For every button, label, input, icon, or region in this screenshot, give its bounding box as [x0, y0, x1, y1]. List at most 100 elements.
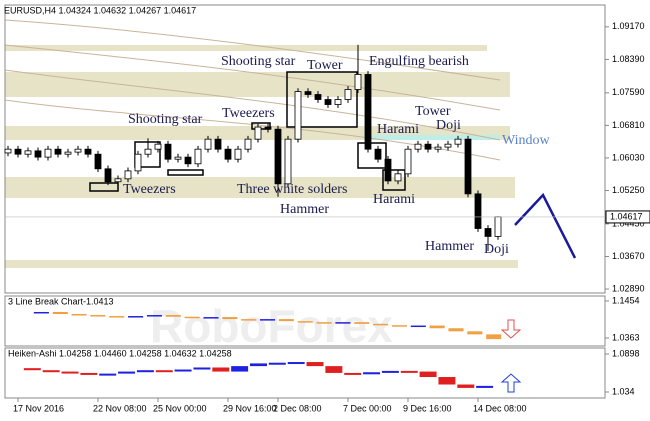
candle-body [374, 148, 382, 160]
candle-body [444, 143, 452, 148]
brick [278, 319, 294, 322]
candle-body [84, 148, 92, 155]
annotation: Shooting star [221, 54, 296, 69]
x-tick-label: 2 Dec 08:00 [273, 403, 322, 413]
candle-body [314, 94, 322, 100]
candle-body [224, 148, 232, 160]
candle-body [134, 153, 142, 172]
y-tick-label: 1.0898 [612, 348, 640, 358]
annotation: Harami [377, 122, 419, 137]
moving-averages [4, 19, 501, 161]
candle-body [354, 74, 362, 90]
candle-body [424, 143, 432, 150]
ha-bar [381, 370, 399, 373]
candle-body [34, 150, 42, 158]
candle-body [334, 99, 342, 105]
annotation: Window [502, 133, 551, 148]
annotation: Tweezers [123, 182, 176, 197]
brick [33, 311, 49, 314]
candle-body [214, 138, 222, 150]
candle-body [304, 91, 312, 95]
candle-body [384, 158, 392, 182]
candle-body [124, 170, 132, 180]
candle-body [174, 156, 182, 160]
price-label: 1.04617 [610, 211, 643, 221]
ha-bar [174, 369, 192, 372]
candle-body [94, 153, 102, 170]
ha-bar [476, 385, 494, 388]
y-tick-label: 1.03670 [612, 251, 645, 261]
ha-bar [287, 362, 305, 365]
ha-bar [438, 377, 456, 385]
ha-bar [306, 362, 324, 367]
candle-body [54, 148, 62, 155]
x-tick-label: 9 Dec 16:00 [403, 403, 452, 413]
candle-body [464, 138, 472, 195]
candle-body [324, 99, 332, 105]
linebreak-frame [4, 295, 606, 347]
brick [184, 316, 200, 319]
x-tick-label: 22 Nov 08:00 [93, 403, 147, 413]
brick [354, 322, 370, 324]
ha-bar [400, 370, 418, 373]
brick [109, 316, 125, 318]
ha-bar [155, 370, 173, 373]
panel-title: 3 Line Break Chart-1.0413 [8, 296, 114, 306]
candle-body [244, 138, 252, 150]
ha-bar [61, 371, 79, 374]
candle-body [64, 151, 72, 155]
annotation: Doji [484, 242, 509, 257]
brick [241, 319, 257, 321]
candle-body [234, 148, 242, 160]
ha-bar [268, 362, 286, 365]
candle-body [274, 128, 282, 185]
x-tick-label: 29 Nov 16:00 [223, 403, 277, 413]
ha-bar [344, 372, 362, 375]
brick [165, 315, 181, 317]
candle-body [154, 143, 162, 150]
y-tick-label: 1.08390 [612, 54, 645, 64]
candle-body [364, 74, 372, 150]
brick [429, 325, 445, 329]
annotation: Tower [307, 58, 343, 73]
brick [260, 319, 276, 321]
y-tick-label: 1.05250 [612, 185, 645, 195]
candle-body [414, 143, 422, 150]
candle-body [494, 216, 502, 237]
ha-bar [363, 372, 381, 375]
candle-body [24, 150, 32, 155]
brick [373, 323, 389, 326]
chart-title: EURUSD,H4 1.04324 1.04632 1.04267 1.0461… [4, 5, 196, 15]
annotation: Tower [415, 104, 451, 119]
candle-body [44, 148, 52, 158]
brick [90, 315, 106, 317]
brick [52, 311, 68, 315]
brick [467, 331, 483, 335]
panel-title: Heiken-Ashi 1.04258 1.04460 1.04258 1.04… [8, 348, 232, 358]
candle-body [254, 126, 262, 140]
candle-body [264, 126, 272, 130]
candle-body [4, 148, 12, 154]
heikin-frame [4, 347, 606, 399]
ha-bar [231, 366, 249, 372]
annotation: Harami [373, 192, 415, 207]
brick [203, 317, 219, 319]
x-tick-label: 14 Dec 08:00 [473, 403, 527, 413]
annotation: Hammer [425, 239, 474, 254]
ha-bar [136, 370, 154, 373]
candle-body [404, 148, 412, 175]
candle-body [344, 89, 352, 100]
up-arrow [500, 373, 522, 393]
brick [448, 328, 464, 332]
candle-body [284, 138, 292, 185]
candle-body [294, 91, 302, 140]
pattern-boxes [89, 71, 406, 192]
candle-body [104, 168, 112, 183]
candle-body [474, 193, 482, 229]
candle-body [164, 143, 172, 160]
ha-bar [118, 371, 136, 374]
y-tick-label: 1.0363 [612, 332, 640, 342]
brick [71, 314, 87, 316]
candle-body [114, 178, 122, 183]
